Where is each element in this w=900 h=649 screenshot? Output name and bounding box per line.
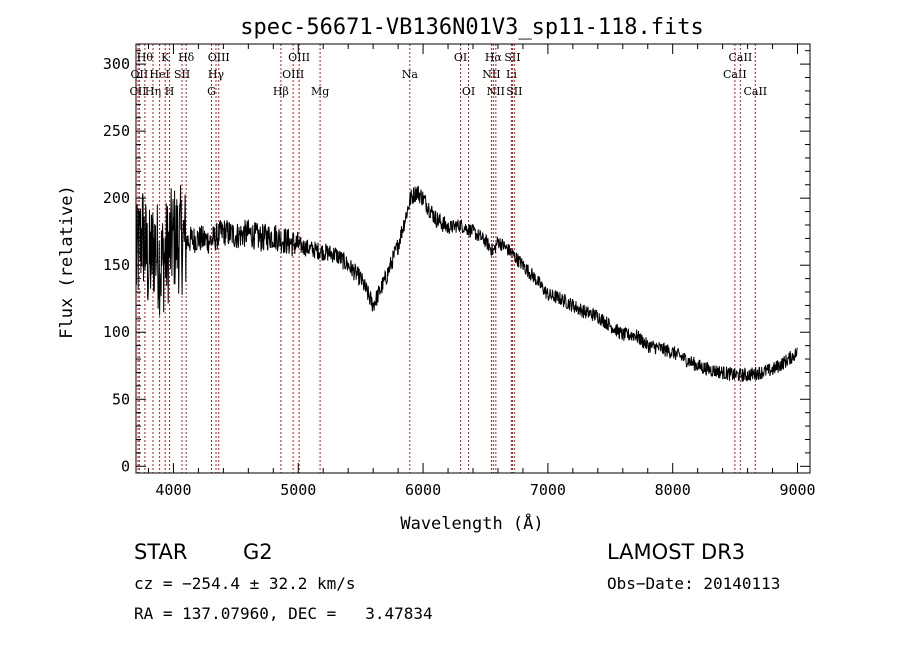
spectral-line-label-20: Hα [485, 51, 503, 64]
spectral-line-label-5: K [161, 51, 170, 64]
redshift-readout: cz = −254.4 ± 32.2 km/s [134, 574, 356, 593]
y-tick-label-6: 300 [103, 55, 130, 73]
object-class: STAR [134, 540, 188, 564]
x-tick-label-2: 6000 [405, 481, 441, 499]
x-tick-label-0: 4000 [155, 481, 191, 499]
spectral-line-label-2: Hθ [137, 51, 154, 64]
y-tick-label-0: 0 [121, 457, 130, 475]
axis-layer: 4000 5000 6000 7000 8000 9000 0 50 100 150 200 250 3… [103, 44, 816, 499]
coordinates: RA = 137.07960, DEC = 3.47834 [134, 604, 433, 623]
spectral-line-label-26: CaII [729, 51, 753, 64]
spectral-line-layer: CII OII Hθ Hη HeI K H SII Hδ G Hγ OIII Hβ OIII OIII Mg N… [129, 44, 767, 473]
spectral-line-label-8: Hδ [178, 51, 195, 64]
y-tick-label-3: 150 [103, 256, 130, 274]
spectral-line-label-23: SII [504, 51, 520, 64]
x-axis-label: Wavelength (Å) [400, 512, 543, 534]
spectral-line-label-18: OI [462, 85, 475, 98]
spectral-line-label-19: NII [482, 68, 500, 81]
y-tick-label-5: 250 [103, 122, 130, 140]
spectral-line-label-13: OIII [282, 68, 304, 81]
spectral-line-label-25: CaII [723, 68, 747, 81]
spectrum-series-0 [135, 184, 798, 382]
series-layer [135, 184, 798, 382]
spectral-line-label-4: HeI [149, 68, 169, 81]
spectral-line-label-17: OI [454, 51, 467, 64]
y-axis-label: Flux (relative) [57, 185, 77, 339]
spectral-line-label-12: Hβ [273, 85, 289, 98]
x-tick-label-3: 7000 [530, 481, 566, 499]
object-subclass: G2 [243, 540, 273, 564]
spectral-line-label-11: OIII [208, 51, 230, 64]
spectral-line-label-3: Hη [145, 85, 161, 98]
spectral-line-label-16: Na [402, 68, 419, 81]
x-tick-label-5: 9000 [779, 481, 815, 499]
x-tick-label-1: 5000 [280, 481, 316, 499]
y-tick-label-1: 50 [112, 390, 130, 408]
spectral-line-label-27: CaII [743, 85, 767, 98]
spectral-line-label-24: SII [506, 85, 522, 98]
spectral-line-label-6: H [165, 85, 175, 98]
chart-title: spec-56671-VB136N01V3_sp11-118.fits [240, 15, 704, 40]
spectral-line-label-7: SII [174, 68, 190, 81]
spectral-line-label-21: NII [487, 85, 505, 98]
spectral-line-label-10: Hγ [208, 68, 225, 81]
spectral-line-label-15: Mg [311, 85, 329, 98]
spectral-line-label-1: OII [131, 68, 149, 81]
plot-frame [135, 43, 811, 474]
y-tick-label-4: 200 [103, 189, 130, 207]
spectral-line-label-0: CII [129, 85, 146, 98]
spectral-line-label-14: OIII [288, 51, 310, 64]
spectral-line-label-9: G [207, 85, 216, 98]
survey-name: LAMOST DR3 [607, 540, 746, 564]
y-tick-label-2: 100 [103, 323, 130, 341]
obs-date: Obs−Date: 20140113 [607, 574, 781, 593]
spectral-line-label-22: Li [506, 68, 517, 81]
x-tick-label-4: 8000 [655, 481, 691, 499]
